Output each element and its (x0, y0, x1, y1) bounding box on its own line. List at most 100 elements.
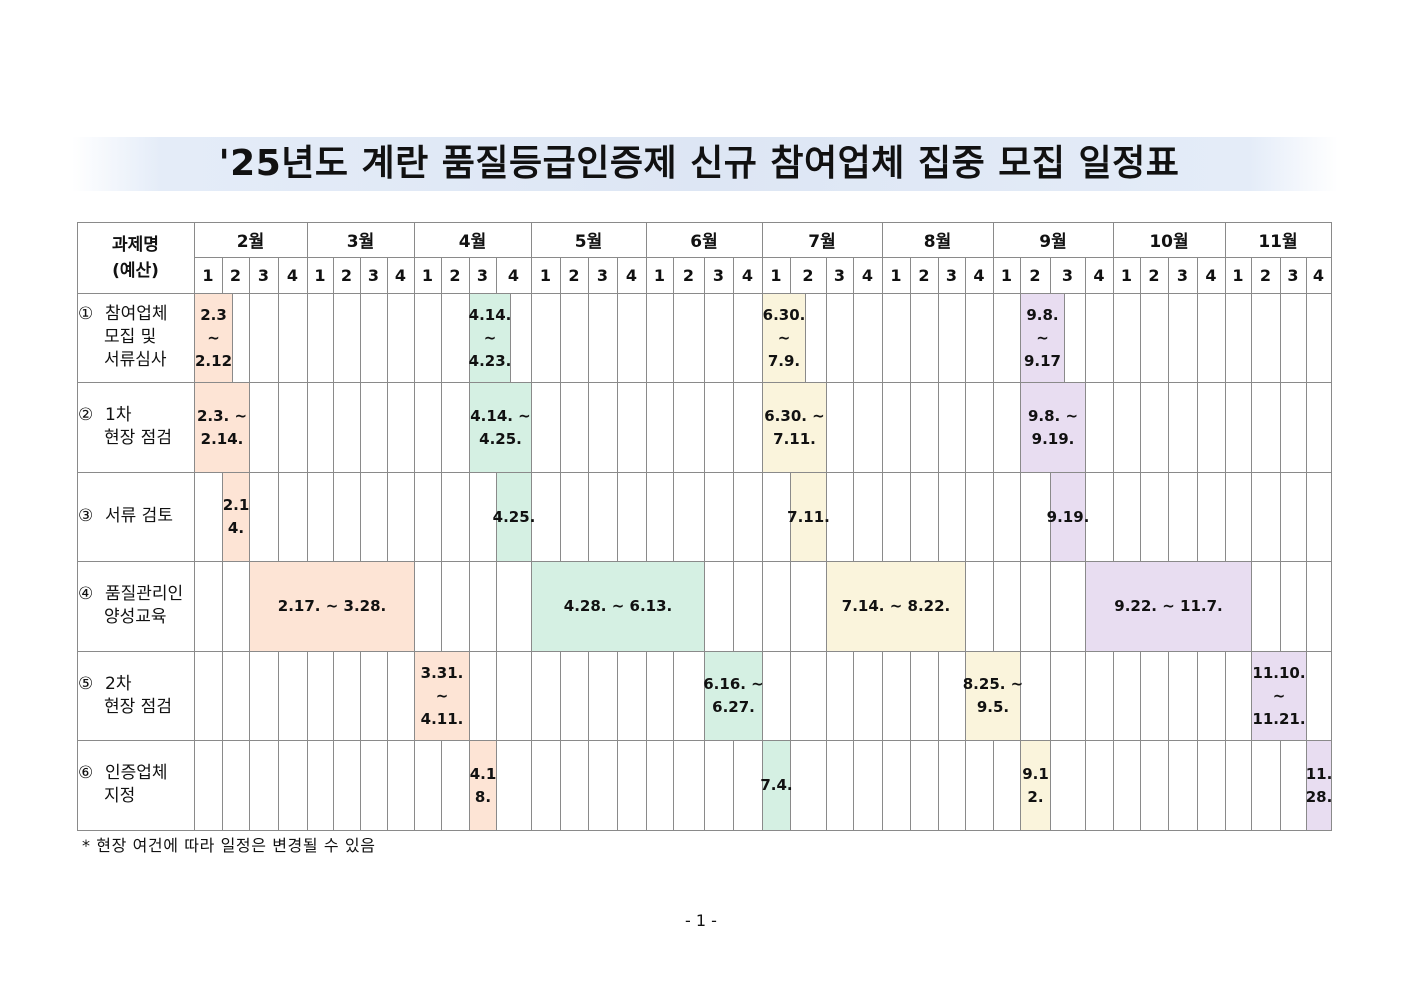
schedule-date-text: 8. (474, 787, 492, 806)
schedule-date-text: 11.21. (1252, 709, 1306, 728)
week-header: 4 (973, 265, 985, 285)
schedule-bar: 4.25. (493, 472, 535, 562)
task-label-text: 현장 점검 (104, 696, 172, 717)
task-label-line: ⑥ 인증업체 (77, 762, 194, 785)
grid-line (278, 257, 279, 831)
grid-line (965, 257, 966, 831)
month-header: 8월 (923, 232, 952, 252)
schedule-bar: 7.4. (760, 740, 793, 831)
grid-line (1225, 222, 1226, 831)
schedule-bar: 2.17. ~ 3.28. (249, 561, 415, 652)
task-label: ⑤ 2차 현장 점검 (77, 651, 194, 740)
schedule-date-text: 4.25. (479, 429, 522, 448)
schedule-date-text: 4. (227, 519, 245, 537)
month-header: 6월 (690, 232, 718, 252)
week-header: 2 (340, 265, 353, 285)
task-label-text: 지정 (104, 786, 136, 806)
schedule-bar: 9.8. ~9.17 (1020, 293, 1065, 383)
month-header: 2월 (236, 232, 265, 252)
task-number: ③ (78, 506, 94, 526)
week-header: 4 (741, 265, 754, 285)
week-header: 2 (449, 265, 461, 285)
week-header: 2 (802, 265, 814, 285)
grid-line (938, 257, 939, 831)
grid-line (704, 257, 705, 831)
week-header: 1 (314, 265, 326, 285)
task-label-text: 품질관리인 (105, 584, 184, 604)
schedule-date-text: 28. (1305, 787, 1333, 806)
grid-line (646, 222, 647, 831)
schedule-date-text: 2.14. (200, 429, 244, 448)
grid-line (469, 257, 470, 831)
schedule-date-text: 6.27. (712, 698, 755, 716)
title-band (72, 137, 1338, 191)
task-label-line: ④ 품질관리인 (77, 583, 194, 606)
schedule-date-text: 9.19. (1031, 429, 1075, 448)
grid-line (560, 257, 561, 831)
schedule-bar: 6.30. ~ 7.11. (762, 382, 827, 473)
footnote: * 현장 여건에 따라 일정은 변경될 수 있음 (82, 836, 376, 855)
week-header: 1 (653, 265, 666, 285)
schedule-bar: 9.8. ~ 9.19. (1020, 382, 1086, 473)
schedule-bar: 6.16. ~ 6.27. (703, 651, 764, 741)
schedule-date-text: 9.1 (1022, 764, 1049, 783)
grid-line (194, 222, 195, 831)
week-header: 3 (367, 265, 380, 285)
task-label-line: ③ 서류 검토 (77, 505, 194, 528)
grid-line (1306, 257, 1307, 831)
week-header: 4 (1312, 265, 1325, 285)
week-header: 1 (770, 265, 782, 285)
week-header: 4 (394, 265, 407, 285)
task-label-text: 서류심사 (104, 350, 167, 370)
week-header: 3 (596, 265, 609, 285)
week-header: 1 (1120, 265, 1133, 285)
grid-line (762, 222, 763, 831)
week-header: 3 (1287, 265, 1299, 285)
grid-line (360, 257, 361, 831)
schedule-date-text: 7.4. (760, 776, 793, 794)
schedule-date-text: 2. (1027, 787, 1044, 806)
schedule-bar: 4.14. ~4.23. (469, 293, 511, 383)
schedule-date-text: ~ (207, 328, 220, 347)
week-header: 2 (1259, 265, 1272, 285)
grid-line (333, 257, 334, 831)
task-label-line: 지정 (77, 785, 194, 808)
schedule-date-text: 9.22. ~ 11.7. (1114, 597, 1223, 615)
schedule-date-text: 2.12 (195, 351, 233, 370)
week-header: 4 (861, 265, 874, 285)
task-number: ④ (78, 584, 94, 604)
grid-line (1251, 257, 1252, 831)
task-label-text: 서류 검토 (105, 506, 173, 526)
task-label-text: 인증업체 (105, 763, 168, 783)
week-header: 1 (890, 265, 902, 285)
task-label-line: 서류심사 (77, 349, 194, 372)
grid-line (882, 222, 883, 831)
schedule-date-text: 4.28. ~ 6.13. (563, 597, 673, 615)
schedule-bar: 3.31. ~4.11. (414, 651, 470, 741)
schedule-date-text: 4.25. (492, 507, 536, 526)
grid-line (1140, 257, 1141, 831)
page-number: - 1 - (685, 911, 717, 930)
schedule-bar: 2.1 4. (222, 472, 250, 562)
schedule-date-text: 9.19. (1046, 507, 1090, 526)
task-number: ⑤ (78, 673, 94, 694)
month-header: 7월 (808, 232, 836, 252)
grid-line (1280, 257, 1281, 831)
month-header: 9월 (1039, 232, 1067, 252)
week-header: 4 (1093, 265, 1105, 285)
schedule-date-text: 6.16. ~ (703, 675, 764, 693)
schedule-bar: 4.28. ~ 6.13. (531, 561, 705, 652)
month-header: 4월 (458, 232, 487, 252)
task-number: ① (78, 304, 94, 324)
task-label-line: ① 참여업체 (77, 303, 194, 326)
week-header: 2 (918, 265, 930, 285)
task-label-line: 현장 점검 (77, 427, 194, 450)
schedule-bar: 9.19. (1047, 472, 1089, 562)
week-header: 2 (682, 265, 695, 285)
schedule-date-text: 7.14. ~ 8.22. (841, 597, 951, 615)
schedule-date-text: 4.11. (420, 709, 464, 728)
schedule-date-text: 4.14. (468, 305, 512, 324)
week-header: 3 (712, 265, 725, 285)
grid-line (910, 257, 911, 831)
schedule-date-text: ~ (1036, 328, 1049, 347)
